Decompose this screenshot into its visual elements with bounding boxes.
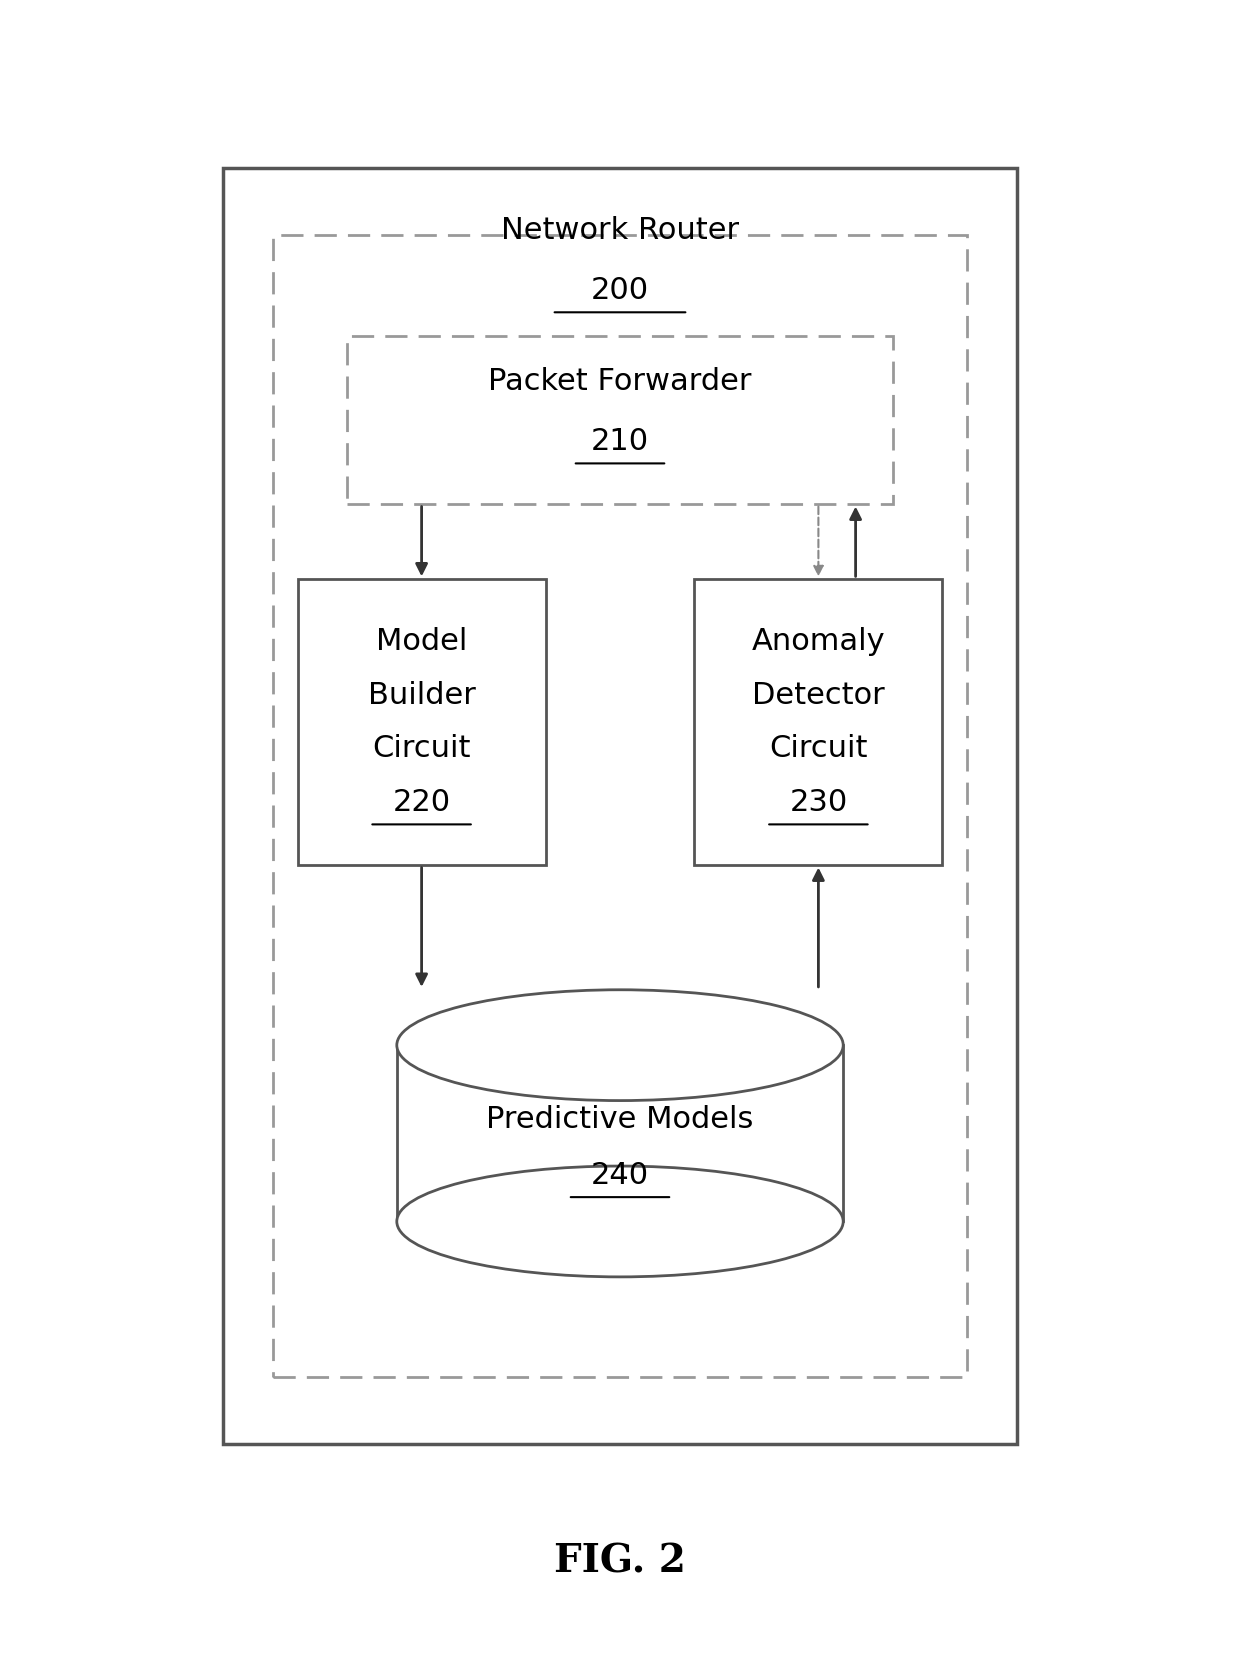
Text: FIG. 2: FIG. 2 [554, 1543, 686, 1580]
Text: Network Router: Network Router [501, 215, 739, 245]
Text: Detector: Detector [751, 680, 885, 710]
Ellipse shape [397, 1165, 843, 1276]
Bar [223, 168, 1017, 1444]
Text: Builder: Builder [368, 680, 475, 710]
Bar [347, 336, 893, 504]
Bar [397, 1044, 843, 1222]
Text: 240: 240 [591, 1160, 649, 1190]
Text: Circuit: Circuit [372, 734, 471, 764]
Ellipse shape [397, 991, 843, 1101]
Text: Predictive Models: Predictive Models [486, 1105, 754, 1135]
Text: Model: Model [376, 626, 467, 656]
Text: Packet Forwarder: Packet Forwarder [489, 366, 751, 396]
Bar [694, 579, 942, 865]
Text: Circuit: Circuit [769, 734, 868, 764]
Bar [298, 579, 546, 865]
Text: Anomaly: Anomaly [751, 626, 885, 656]
Bar [273, 235, 967, 1377]
Text: 200: 200 [591, 275, 649, 306]
Text: 220: 220 [393, 787, 450, 818]
Text: 230: 230 [790, 787, 847, 818]
Text: 210: 210 [591, 426, 649, 457]
